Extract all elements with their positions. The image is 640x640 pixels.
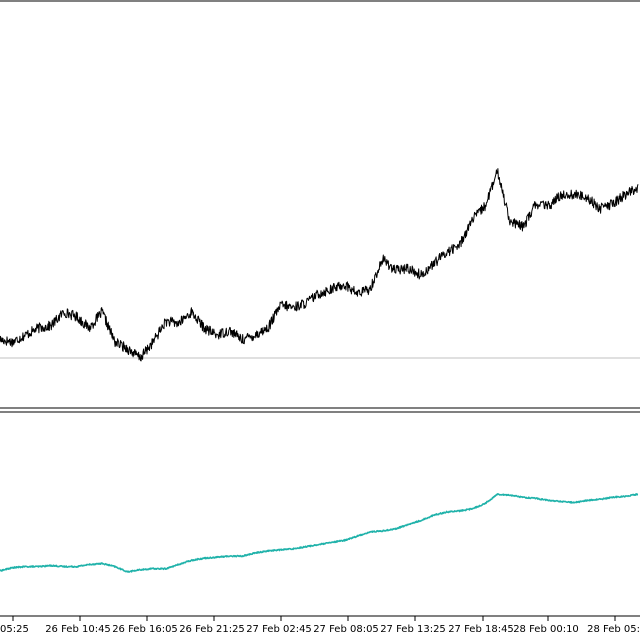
x-tick-label: 26 Feb 16:05 <box>112 624 178 635</box>
x-axis: 05:25 26 Feb 10:45 26 Feb 16:05 26 Feb 21:2… <box>0 616 640 635</box>
x-tick-label: 26 Feb 10:45 <box>45 624 111 635</box>
x-tick-label: 27 Feb 18:45 <box>448 624 514 635</box>
indicator-panel <box>0 493 639 573</box>
x-tick-label: 27 Feb 02:45 <box>246 624 312 635</box>
price-panel <box>0 0 640 409</box>
x-tick-label: 28 Feb 05: <box>587 624 640 635</box>
x-tick-label: 27 Feb 13:25 <box>380 624 446 635</box>
x-tick-label: 27 Feb 08:05 <box>313 624 379 635</box>
price-series-line <box>0 168 639 362</box>
x-tick-label: 28 Feb 00:10 <box>513 624 579 635</box>
x-tick-label: 05:25 <box>0 624 29 635</box>
x-tick-label: 26 Feb 21:25 <box>179 624 245 635</box>
